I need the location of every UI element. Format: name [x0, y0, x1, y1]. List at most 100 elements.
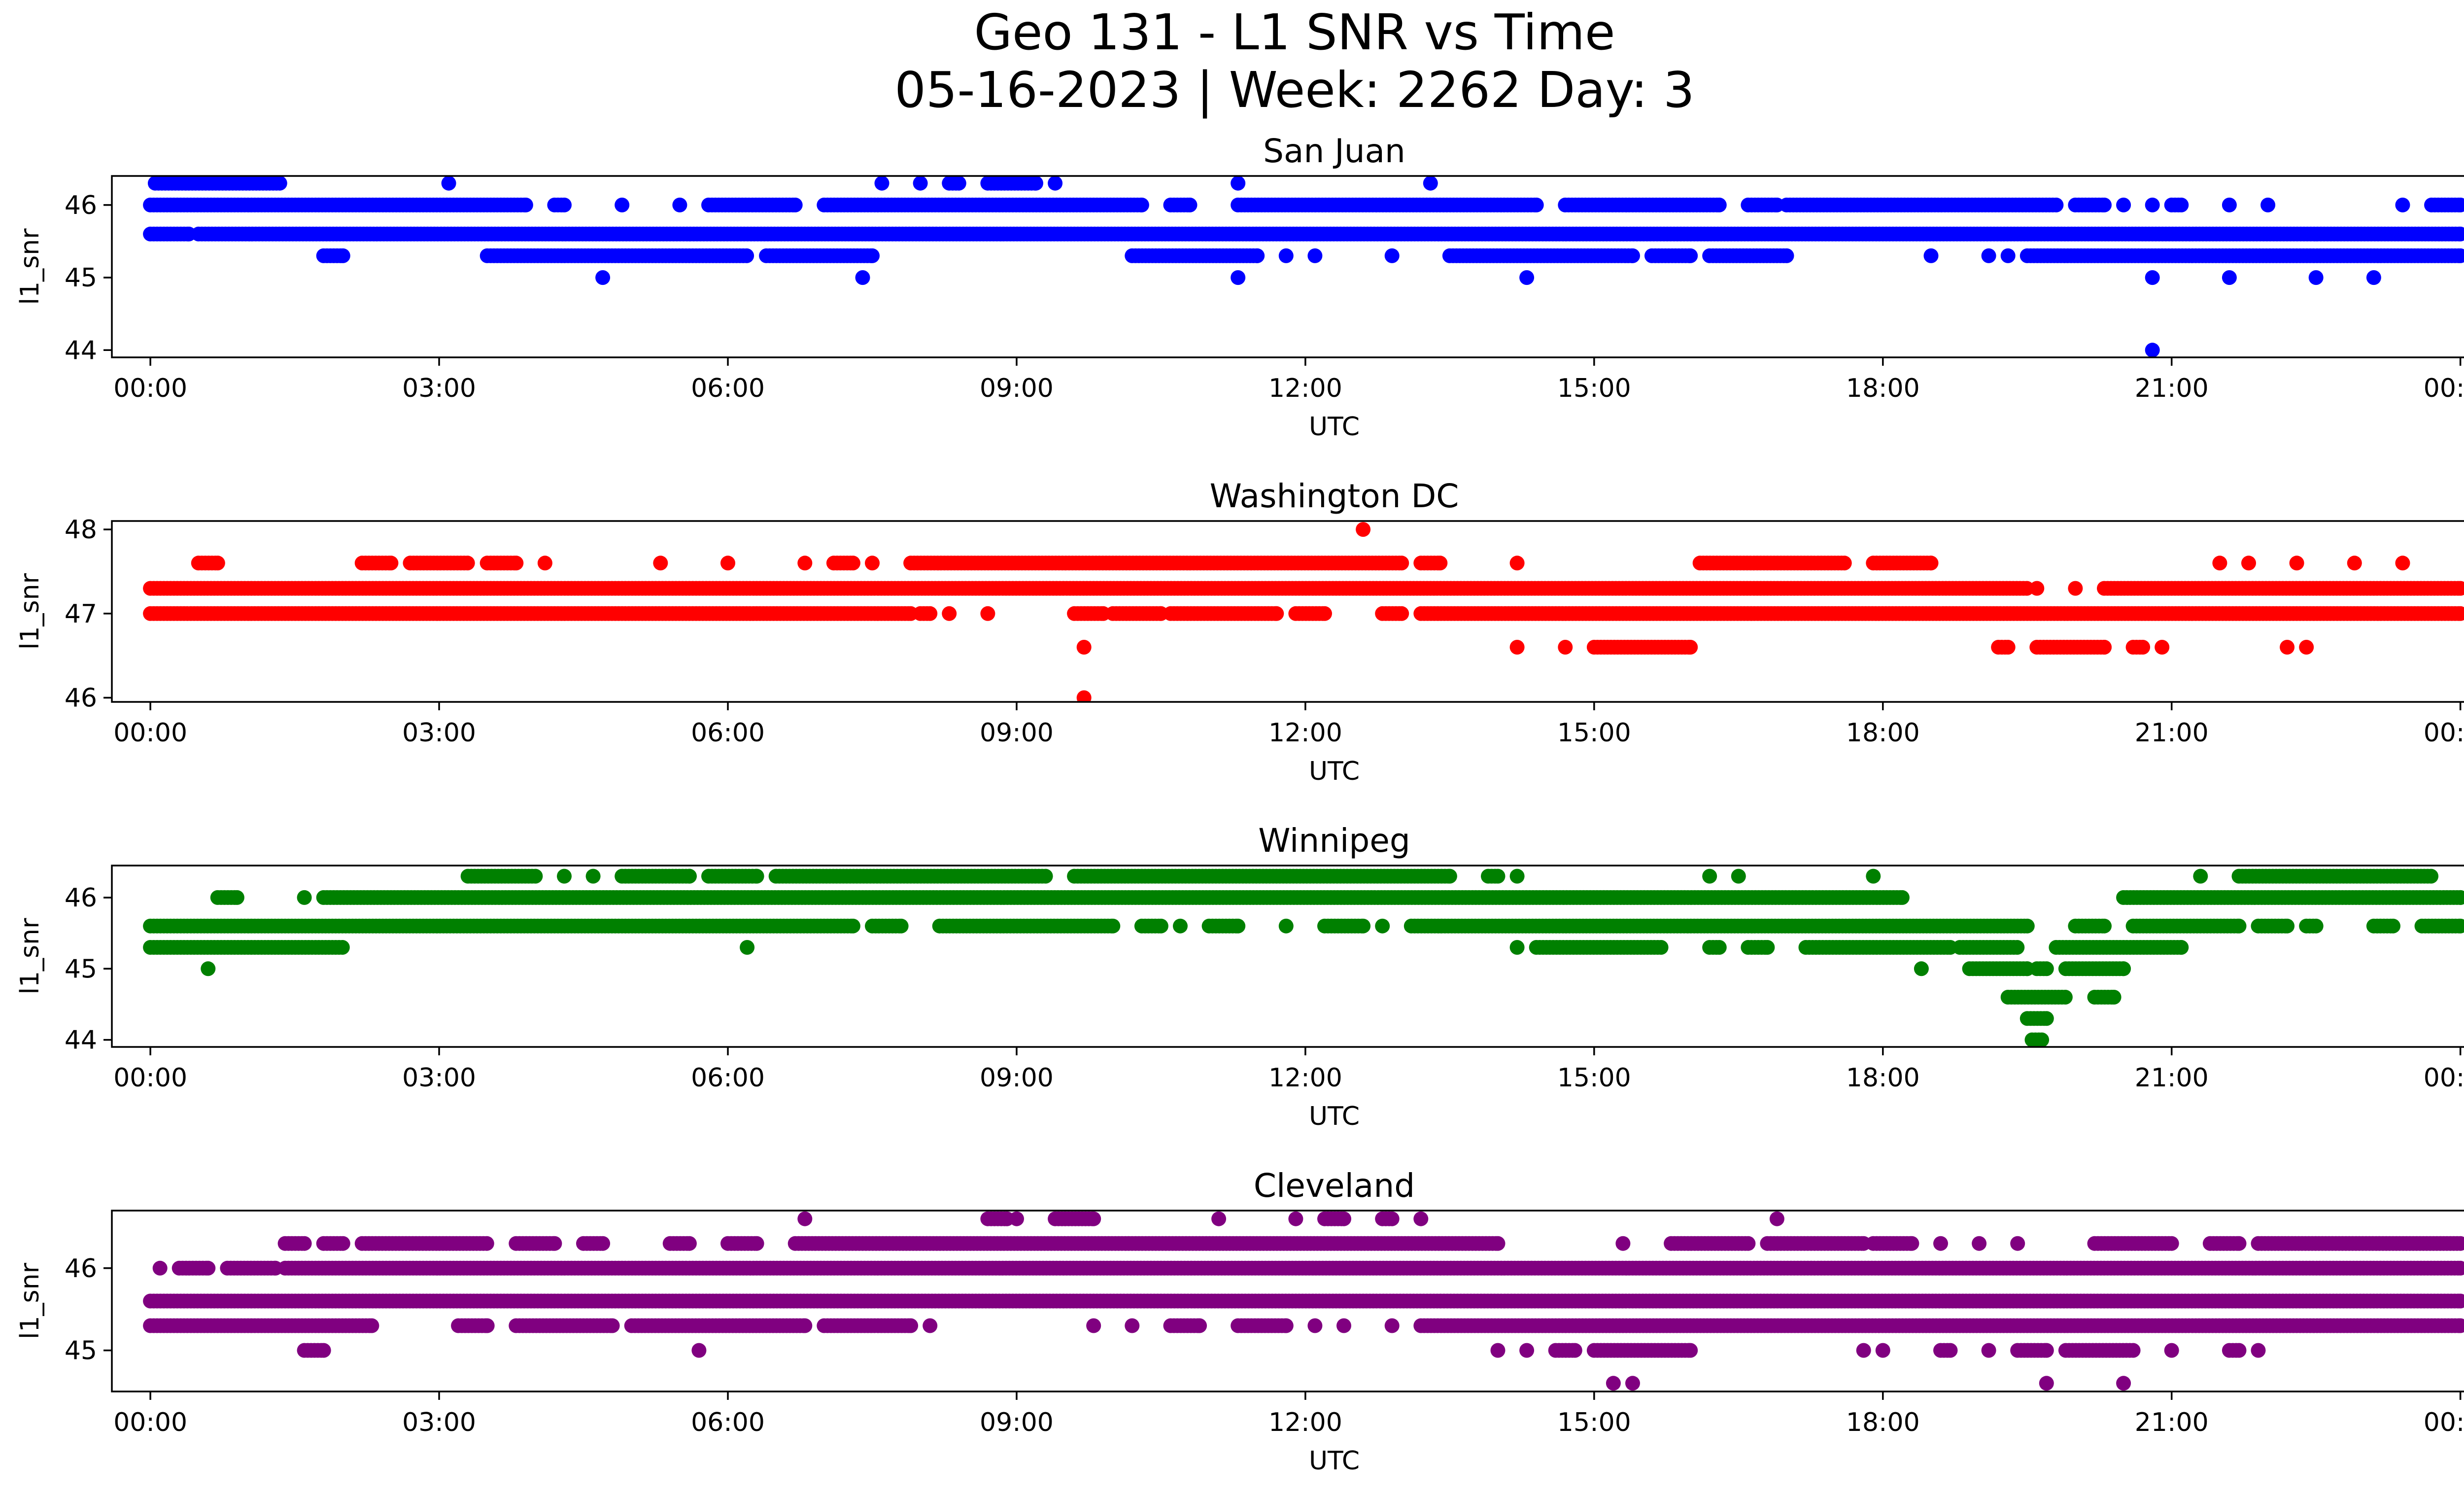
- data-point: [797, 556, 813, 571]
- data-point: [2395, 197, 2410, 212]
- data-point: [557, 197, 572, 212]
- data-point: [1250, 248, 1265, 263]
- subplot-title: San Juan: [1263, 132, 1405, 170]
- data-point: [1076, 640, 1092, 655]
- data-point: [537, 556, 552, 571]
- data-point: [272, 176, 287, 191]
- data-point: [1442, 869, 1457, 884]
- data-point: [383, 556, 399, 571]
- data-point: [2308, 918, 2324, 934]
- data-point: [1711, 940, 1727, 955]
- x-tick-label: 18:00: [1846, 374, 1920, 403]
- data-point: [2019, 581, 2034, 596]
- y-tick-label: 48: [65, 515, 97, 545]
- x-tick-label: 18:00: [1846, 718, 1920, 748]
- data-point: [2280, 640, 2295, 655]
- data-point: [1558, 640, 1573, 655]
- y-tick-label: 45: [65, 263, 97, 293]
- data-point: [2231, 918, 2247, 934]
- data-point: [1923, 248, 1939, 263]
- data-point: [335, 940, 350, 955]
- data-point: [672, 197, 687, 212]
- data-point: [787, 197, 803, 212]
- data-point: [1307, 248, 1323, 263]
- data-point: [893, 918, 909, 934]
- data-point: [2135, 640, 2151, 655]
- figure-title-line1: Geo 131 - L1 SNR vs Time: [974, 3, 1615, 61]
- data-point: [1231, 918, 1246, 934]
- data-points: [143, 522, 2464, 702]
- data-point: [2280, 918, 2295, 934]
- x-tick-label: 06:00: [691, 374, 765, 403]
- data-point: [2395, 556, 2410, 571]
- data-point: [2174, 940, 2189, 955]
- data-point: [518, 197, 533, 212]
- data-point: [1028, 176, 1043, 191]
- axes-frame: [111, 520, 2464, 703]
- data-point: [740, 940, 755, 955]
- subplot-title: Washington DC: [1210, 477, 1459, 515]
- y-axis-label: l1_snr: [15, 573, 45, 650]
- data-point: [1519, 270, 1535, 285]
- data-point: [2453, 890, 2464, 905]
- data-point: [1375, 918, 1390, 934]
- data-point: [1423, 176, 1438, 191]
- data-point: [1837, 556, 1852, 571]
- data-point: [1356, 522, 1371, 537]
- data-point: [615, 197, 630, 212]
- data-point: [2145, 343, 2160, 357]
- data-point: [1394, 606, 1409, 621]
- data-point: [1356, 918, 1371, 934]
- data-point: [2366, 270, 2381, 285]
- data-point: [1509, 556, 1525, 571]
- data-point: [2347, 556, 2362, 571]
- data-point: [1866, 869, 1881, 884]
- data-point: [229, 890, 244, 905]
- subplot-title: Winnipeg: [1258, 822, 1410, 860]
- y-tick-label: 47: [65, 599, 97, 629]
- x-tick-label: 09:00: [980, 718, 1054, 748]
- data-point: [2222, 197, 2237, 212]
- data-point: [595, 270, 611, 285]
- data-point: [509, 556, 524, 571]
- data-point: [865, 556, 880, 571]
- data-point: [297, 890, 312, 905]
- x-axis-label: UTC: [1309, 757, 1360, 786]
- data-point: [1509, 869, 1525, 884]
- data-point: [913, 176, 928, 191]
- data-point: [2010, 940, 2025, 955]
- x-tick-label: 00:00: [113, 718, 187, 748]
- x-tick-label: 00:00: [2424, 718, 2464, 748]
- data-point: [1779, 248, 1794, 263]
- data-point: [1231, 270, 1246, 285]
- data-point: [980, 606, 995, 621]
- y-axis-label: l1_snr: [15, 228, 45, 305]
- data-point: [2000, 640, 2016, 655]
- data-point: [855, 270, 870, 285]
- data-point: [1894, 890, 1910, 905]
- x-tick-label: 00:00: [2424, 374, 2464, 403]
- data-point: [923, 606, 938, 621]
- data-point: [2097, 918, 2112, 934]
- data-point: [1384, 248, 1400, 263]
- data-point: [460, 556, 475, 571]
- data-point: [1653, 940, 1669, 955]
- data-point: [2116, 197, 2131, 212]
- data-point: [1269, 606, 1284, 621]
- data-point: [865, 248, 880, 263]
- data-point: [1278, 918, 1294, 934]
- data-point: [557, 869, 572, 884]
- data-point: [210, 556, 225, 571]
- data-point: [1278, 248, 1294, 263]
- data-point: [1490, 869, 1506, 884]
- x-tick-label: 12:00: [1268, 718, 1342, 748]
- data-point: [2212, 556, 2227, 571]
- data-point: [1625, 248, 1640, 263]
- x-tick-label: 03:00: [402, 374, 476, 403]
- data-point: [1317, 606, 1332, 621]
- x-tick-label: 15:00: [1557, 374, 1631, 403]
- x-tick-label: 21:00: [2135, 718, 2209, 748]
- data-point: [2222, 270, 2237, 285]
